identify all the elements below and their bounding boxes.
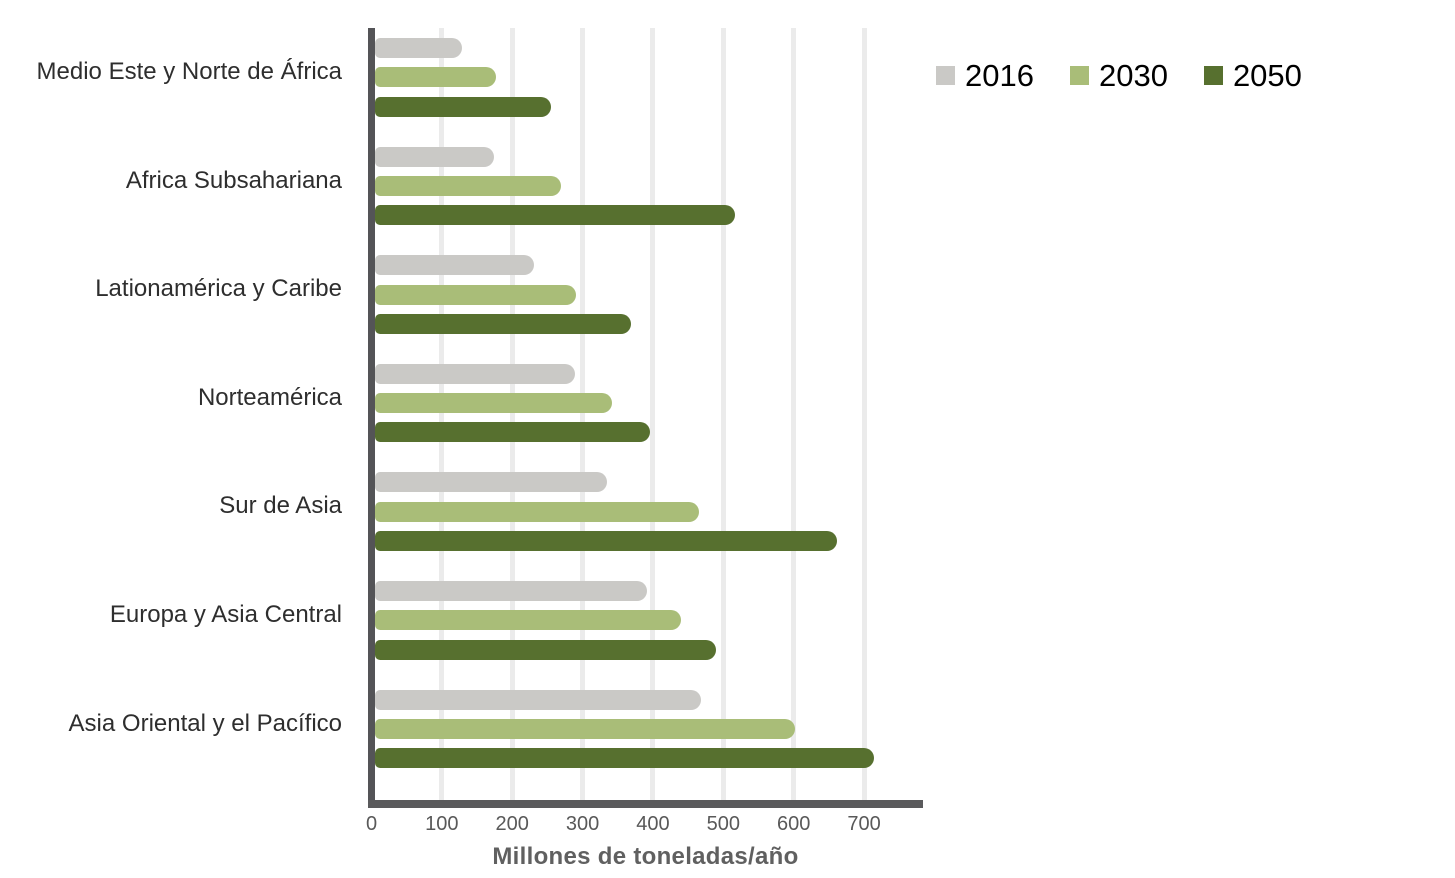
x-tick-label-100: 100 (425, 813, 459, 835)
legend-item-2016: 2016 (936, 60, 1034, 91)
bar-2050-row4 (375, 531, 837, 551)
x-axis-line (368, 800, 923, 808)
x-tick-label-300: 300 (565, 813, 600, 835)
bar-2016-row3 (375, 363, 575, 384)
bar-2050-row1 (375, 205, 735, 226)
category-label: Asia Oriental y el Pacífico (68, 709, 342, 737)
legend: 2016 2030 2050 (936, 60, 1302, 91)
x-tick-label-0: 0 (365, 813, 378, 835)
gridline-200 (509, 28, 515, 800)
category-label: Medio Este y Norte de África (36, 58, 342, 85)
bar-2030-row4 (375, 501, 700, 522)
bar-2016-row1 (375, 146, 494, 167)
legend-swatch-icon (1069, 66, 1089, 85)
gridline-500 (720, 28, 726, 800)
bar-2030-row0 (375, 67, 497, 88)
gridline-600 (791, 28, 797, 800)
bar-2016-row4 (375, 472, 607, 493)
bar-2030-row2 (375, 284, 576, 305)
x-tick-label-500: 500 (706, 813, 740, 835)
x-axis-title: Millones de toneladas/año (492, 843, 799, 870)
bar-2016-row5 (375, 581, 648, 601)
legend-swatch-icon (936, 66, 955, 85)
legend-label: 2050 (1232, 58, 1302, 93)
bar-2050-row2 (375, 313, 632, 334)
category-label: Africa Subsahariana (125, 166, 342, 194)
bar-2016-row6 (375, 689, 701, 710)
bar-2030-row1 (375, 175, 561, 196)
plot-area (368, 28, 923, 808)
bar-2050-row0 (375, 96, 551, 117)
x-tick-label-200: 200 (495, 813, 529, 835)
x-tick-labels: 0 100 200 300 400 500 600 700 (366, 813, 923, 839)
category-label: Norteamérica (197, 383, 342, 411)
legend-item-2050: 2050 (1203, 58, 1302, 93)
x-tick-label-700: 700 (847, 813, 881, 835)
x-tick-label-400: 400 (636, 813, 670, 835)
bar-2050-row5 (375, 639, 717, 660)
bar-2016-row2 (375, 255, 535, 276)
gridline-300 (580, 28, 586, 800)
legend-swatch-icon (1203, 66, 1223, 85)
category-label: Sur de Asia (219, 492, 342, 520)
legend-label: 2016 (965, 58, 1034, 93)
category-label: Lationamérica y Caribe (95, 275, 342, 303)
bar-2050-row6 (375, 748, 874, 769)
x-tick-label-600: 600 (776, 813, 811, 835)
bar-2030-row6 (375, 718, 796, 739)
gridline-700 (861, 28, 867, 800)
legend-label: 2030 (1098, 58, 1168, 93)
gridline-400 (650, 28, 656, 800)
bar-2030-row5 (375, 610, 682, 631)
y-axis-line (368, 28, 375, 800)
bar-2030-row3 (375, 393, 613, 414)
gridline-100 (439, 28, 445, 800)
bar-2016-row0 (375, 38, 463, 58)
category-label: Europa y Asia Central (109, 601, 342, 628)
legend-item-2030: 2030 (1069, 58, 1168, 93)
bar-2050-row3 (375, 422, 651, 443)
